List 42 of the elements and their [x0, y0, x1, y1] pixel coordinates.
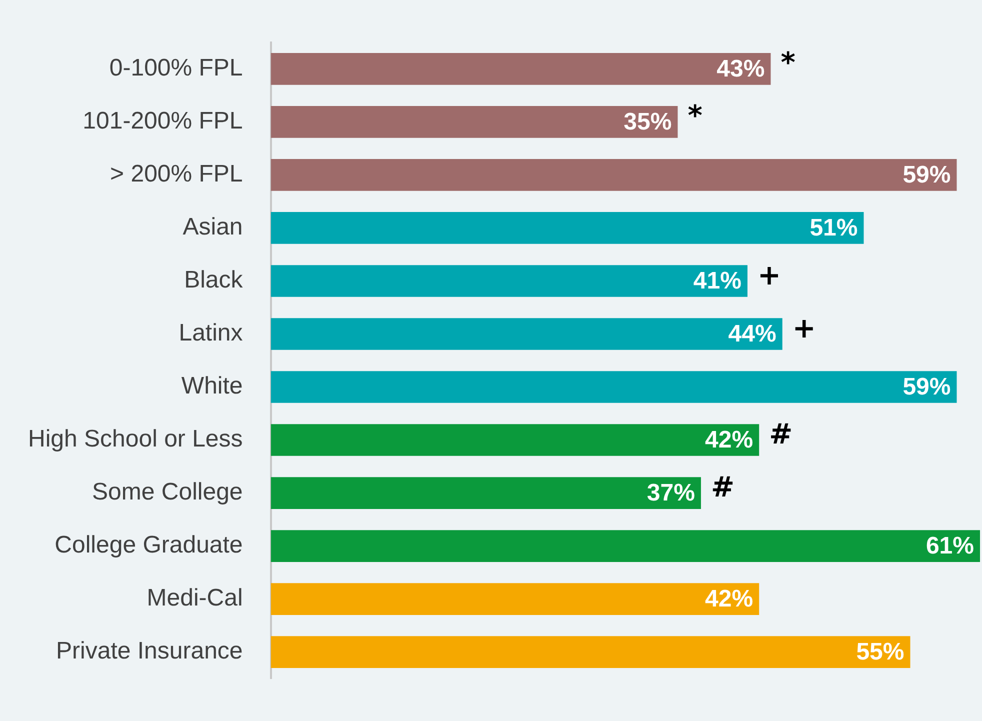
- data-label: 35%: [624, 108, 672, 136]
- bar: [270, 159, 957, 191]
- data-label: 37%: [646, 480, 695, 507]
- bar: [270, 424, 760, 456]
- y-tick-label: Black: [184, 266, 244, 294]
- data-label: 41%: [693, 268, 742, 295]
- y-tick-label: Some College: [92, 478, 243, 506]
- y-tick-label: 101-200% FPL: [82, 108, 243, 135]
- annotation: *: [780, 46, 796, 80]
- bar: [270, 530, 980, 562]
- bar: [270, 636, 910, 668]
- y-tick-label: Private Insurance: [56, 638, 243, 665]
- y-tick-label: High School or Less: [28, 426, 243, 453]
- bar: [270, 53, 771, 85]
- annotation: +: [757, 258, 781, 292]
- y-tick-label: > 200% FPL: [110, 160, 243, 188]
- data-label: 55%: [856, 638, 904, 666]
- bar: [270, 318, 782, 350]
- bar: [270, 212, 864, 244]
- y-tick-label: Latinx: [178, 320, 243, 347]
- bar: [270, 583, 760, 615]
- bar: [270, 106, 678, 138]
- data-label: 59%: [902, 374, 951, 401]
- data-label: 59%: [902, 162, 951, 189]
- data-label: 51%: [810, 214, 858, 242]
- y-tick-label: Asian: [182, 214, 243, 241]
- annotation: #: [769, 417, 793, 450]
- y-tick-label: Medi-Cal: [146, 584, 243, 612]
- data-label: 43%: [716, 56, 765, 83]
- annotation: +: [792, 311, 816, 344]
- data-label: 61%: [926, 532, 974, 560]
- bar: [270, 477, 701, 509]
- data-label: 42%: [705, 586, 754, 613]
- data-label: 44%: [728, 320, 776, 348]
- annotation: #: [710, 470, 734, 504]
- y-tick-label: 0-100% FPL: [109, 54, 243, 82]
- annotation: *: [688, 99, 703, 132]
- bar: [270, 265, 748, 297]
- y-tick-label: College Graduate: [54, 532, 243, 559]
- bar: [270, 371, 957, 403]
- data-label: 42%: [705, 426, 754, 454]
- y-tick-label: White: [181, 372, 243, 400]
